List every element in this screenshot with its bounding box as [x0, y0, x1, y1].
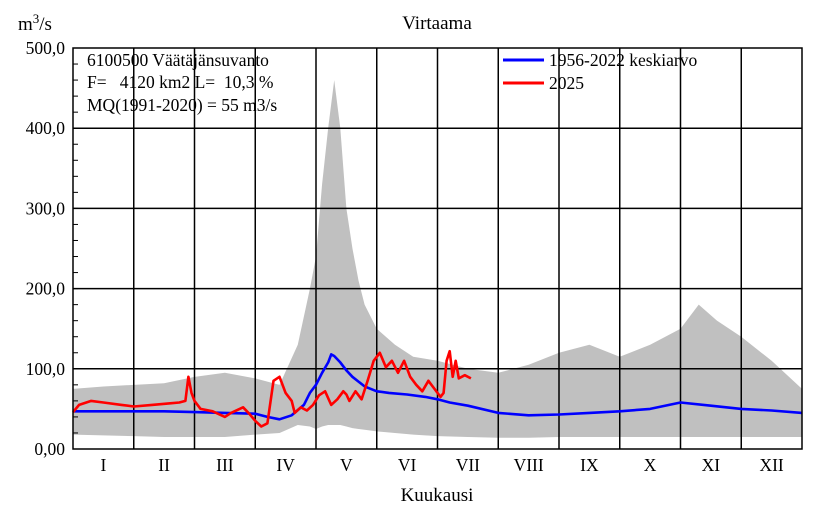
x-tick-labels: I II III IV V VI VII VIII IX X XI XII — [100, 455, 783, 475]
y-axis-label-sup: 3 — [33, 11, 40, 26]
x-tick-label: VI — [398, 455, 417, 475]
x-tick-label: II — [158, 455, 170, 475]
x-tick-label: V — [340, 455, 353, 475]
y-axis-label-base: m — [18, 14, 33, 35]
info-box: 6100500 Väätäjänsuvanto F= 4120 km2 L= 1… — [87, 50, 277, 115]
legend: 1956-2022 keskiarvo 2025 — [503, 50, 697, 93]
x-tick-label: III — [216, 455, 234, 475]
series-layer — [72, 349, 803, 428]
x-tick-label: I — [100, 455, 106, 475]
info-station: 6100500 Väätäjänsuvanto — [87, 50, 269, 70]
series-line-2025 — [72, 349, 472, 428]
series-line-mean — [73, 353, 803, 421]
plot-frame — [72, 47, 803, 450]
x-tick-label: IX — [580, 455, 599, 475]
grid-layer — [73, 48, 802, 449]
legend-label-2025: 2025 — [549, 73, 584, 93]
x-tick-label: VIII — [514, 455, 544, 475]
y-tick-label: 100,0 — [26, 359, 66, 379]
y-tick-label: 400,0 — [26, 118, 66, 138]
chart-title: Virtaama — [402, 13, 472, 34]
x-tick-label: XI — [702, 455, 721, 475]
y-axis-label-rest: /s — [39, 14, 52, 35]
x-axis-label: Kuukausi — [401, 485, 474, 506]
y-axis-label: m3/s — [18, 11, 52, 35]
y-minor-ticks — [73, 47, 78, 450]
x-tick-label: IV — [276, 455, 295, 475]
legend-label-mean: 1956-2022 keskiarvo — [549, 50, 697, 70]
y-tick-label: 500,0 — [26, 38, 66, 58]
x-tick-label: XII — [759, 455, 783, 475]
y-tick-labels: 500,0 400,0 300,0 200,0 100,0 0,00 — [26, 38, 66, 459]
x-tick-label: VII — [456, 455, 480, 475]
y-tick-label: 0,00 — [34, 439, 65, 459]
info-mq: MQ(1991-2020) = 55 m3/s — [87, 95, 277, 115]
info-area: F= 4120 km2 L= 10,3 % — [87, 72, 273, 92]
y-tick-label: 200,0 — [26, 279, 66, 299]
x-tick-label: X — [644, 455, 657, 475]
y-tick-label: 300,0 — [26, 198, 66, 218]
